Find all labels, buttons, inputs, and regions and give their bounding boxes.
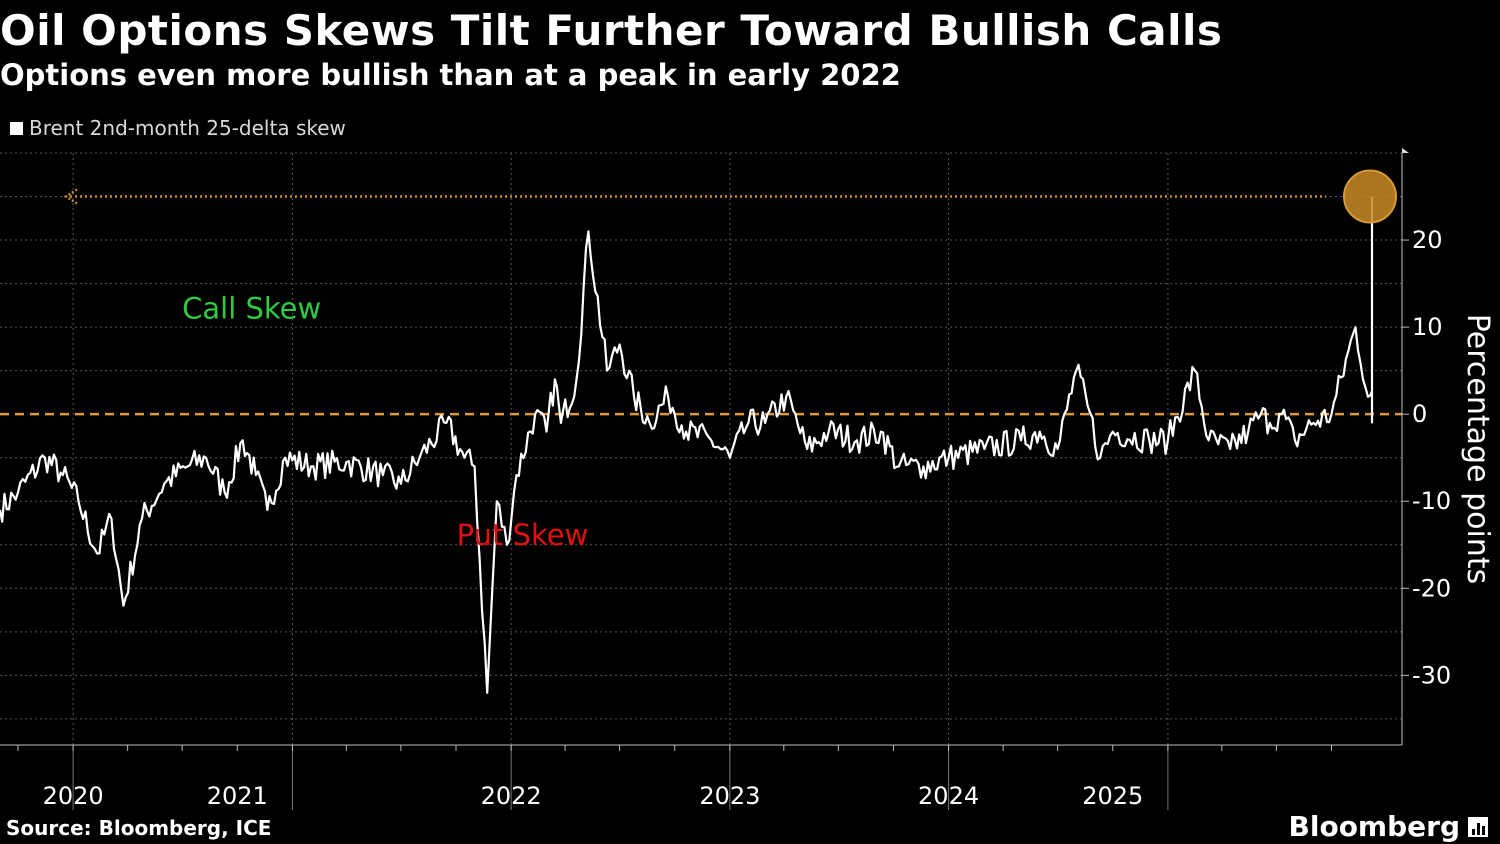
chart-title: Oil Options Skews Tilt Further Toward Bu… bbox=[0, 6, 1223, 55]
y-axis-arrow bbox=[1402, 148, 1409, 153]
x-tick-label: 2025 bbox=[1082, 782, 1143, 810]
y-axis-label: Percentage points bbox=[1460, 314, 1495, 584]
legend-swatch bbox=[10, 121, 23, 135]
y-tick-label: -30 bbox=[1412, 661, 1451, 689]
x-tick-label: 2023 bbox=[699, 782, 760, 810]
source-note: Source: Bloomberg, ICE bbox=[6, 816, 272, 840]
y-tick-label: -10 bbox=[1412, 487, 1451, 515]
y-tick-label: 20 bbox=[1412, 226, 1443, 254]
x-tick-label: 2021 bbox=[207, 782, 268, 810]
y-tick-label: 10 bbox=[1412, 313, 1443, 341]
grid-layer bbox=[0, 152, 1402, 745]
series-layer bbox=[0, 196, 1374, 694]
highlight-marker-layer bbox=[63, 169, 1397, 224]
x-tick-label: 2024 bbox=[918, 782, 979, 810]
chart-subtitle: Options even more bullish than at a peak… bbox=[0, 58, 901, 92]
brand-name: Bloomberg bbox=[1288, 810, 1460, 843]
annotation-label: Call Skew bbox=[182, 291, 321, 325]
legend: Brent 2nd-month 25-delta skew bbox=[10, 116, 346, 140]
x-tick-label: 2020 bbox=[43, 782, 104, 810]
legend-label: Brent 2nd-month 25-delta skew bbox=[29, 116, 346, 140]
peak-highlight-circle bbox=[1343, 169, 1397, 224]
annotation-label: Put Skew bbox=[457, 518, 589, 552]
y-tick-label: -20 bbox=[1412, 574, 1451, 602]
annotation-layer: Call Skew Put Skew bbox=[182, 291, 588, 551]
bloomberg-chart-icon bbox=[1468, 816, 1488, 837]
series-line-brent-skew bbox=[0, 196, 1374, 694]
x-tick-label: 2022 bbox=[481, 782, 542, 810]
axes-layer: 20 10 0 -10 -20 -30 Percentage points 2020 2021 2… bbox=[0, 148, 1495, 810]
brand-logo: Bloomberg bbox=[1289, 810, 1488, 843]
y-tick-label: 0 bbox=[1412, 400, 1427, 428]
peak-reference-arrowhead bbox=[63, 188, 78, 205]
